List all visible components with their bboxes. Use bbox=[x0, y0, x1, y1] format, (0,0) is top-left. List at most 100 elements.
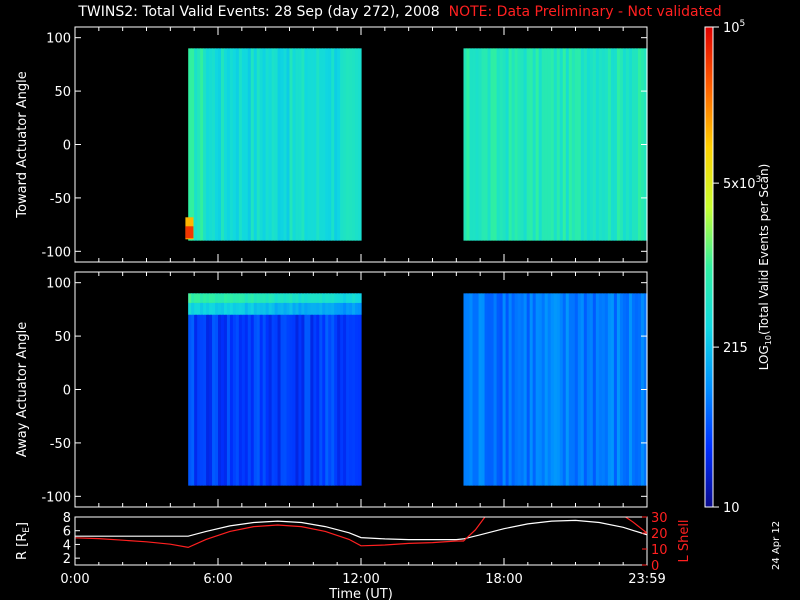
heatmap-column bbox=[553, 48, 558, 241]
heatmap-column bbox=[577, 293, 582, 486]
preliminary-note: NOTE: Data Preliminary - Not validated bbox=[448, 4, 722, 20]
heatmap-column bbox=[310, 48, 314, 241]
heatmap-band-cell bbox=[292, 293, 297, 303]
heatmap-column bbox=[220, 48, 225, 241]
heatmap-column bbox=[200, 293, 204, 486]
heatmap-column bbox=[466, 48, 471, 241]
heatmap-column bbox=[478, 293, 483, 486]
heatmap-column bbox=[358, 48, 362, 241]
heatmap-hot-cell bbox=[185, 226, 194, 239]
heatmap-band-cell bbox=[295, 293, 300, 303]
heatmap-column bbox=[469, 48, 474, 241]
heatmap-band-cell bbox=[346, 302, 350, 315]
heatmap-column bbox=[188, 293, 192, 486]
lshell-axis-label: L Shell bbox=[677, 519, 692, 562]
heatmap-column bbox=[352, 293, 356, 486]
heatmap-column bbox=[250, 48, 255, 241]
heatmap-band-cell bbox=[262, 293, 267, 303]
heatmap-band-cell bbox=[194, 293, 198, 303]
heatmap-column bbox=[502, 293, 507, 486]
heatmap-band-cell bbox=[289, 293, 294, 303]
heatmap-column bbox=[475, 293, 480, 486]
heatmap-column bbox=[493, 293, 498, 486]
heatmap-band-cell bbox=[229, 302, 234, 315]
heatmap-column bbox=[565, 293, 570, 486]
heatmap-band-cell bbox=[307, 302, 311, 315]
heatmap-band-cell bbox=[218, 302, 222, 315]
heatmap-column bbox=[613, 48, 618, 241]
colorbar-tick-label: 215 bbox=[723, 341, 748, 356]
heatmap-column bbox=[592, 293, 597, 486]
heatmap-band-cell bbox=[319, 302, 323, 315]
heatmap-column bbox=[256, 48, 261, 241]
heatmap-column bbox=[493, 48, 498, 241]
heatmap-band-cell bbox=[206, 293, 210, 303]
heatmap-column bbox=[484, 48, 489, 241]
heatmap-column bbox=[637, 293, 642, 486]
heatmap-band-cell bbox=[280, 293, 285, 303]
heatmap-column bbox=[556, 293, 561, 486]
heatmap-column bbox=[331, 48, 335, 241]
heatmap-band-cell bbox=[191, 293, 195, 303]
heatmap-column bbox=[619, 48, 624, 241]
heatmap-column bbox=[610, 293, 615, 486]
heatmap-column bbox=[505, 48, 510, 241]
heatmap-column bbox=[481, 48, 486, 241]
heatmap-column bbox=[580, 293, 585, 486]
heatmap-column bbox=[265, 293, 270, 486]
y-tick-label: 6 bbox=[63, 525, 71, 540]
heatmap-column bbox=[256, 293, 261, 486]
heatmap-band-cell bbox=[274, 302, 279, 315]
heatmap-column bbox=[625, 293, 630, 486]
heatmap-column bbox=[215, 48, 219, 241]
heatmap-column bbox=[292, 293, 297, 486]
heatmap-band-cell bbox=[244, 302, 249, 315]
heatmap-column bbox=[301, 293, 305, 486]
heatmap-segment bbox=[463, 48, 648, 241]
heatmap-column bbox=[628, 293, 633, 486]
heatmap-column bbox=[218, 48, 222, 241]
heatmap-band-cell bbox=[283, 302, 288, 315]
heatmap-column bbox=[595, 293, 600, 486]
lshell-series-line bbox=[75, 517, 486, 549]
heatmap-band-cell bbox=[247, 293, 252, 303]
heatmap-column bbox=[547, 293, 552, 486]
heatmap-band-cell bbox=[328, 302, 332, 315]
heatmap-band-cell bbox=[334, 293, 338, 303]
heatmap-band-cell bbox=[206, 302, 210, 315]
x-axis-label: Time (UT) bbox=[328, 587, 393, 600]
heatmap-band-cell bbox=[328, 293, 332, 303]
heatmap-column bbox=[331, 293, 335, 486]
y-tick-label: 4 bbox=[63, 538, 71, 553]
y-tick-label: -50 bbox=[50, 192, 71, 207]
heatmap-band-cell bbox=[343, 302, 347, 315]
heatmap-band-cell bbox=[197, 302, 201, 315]
heatmap-column bbox=[247, 48, 252, 241]
heatmap-band-cell bbox=[256, 302, 261, 315]
heatmap-column bbox=[574, 48, 579, 241]
heatmap-toward-panel: 100 50 0 -50 -100 Toward Actuator Angle bbox=[15, 26, 648, 263]
heatmap-band-cell bbox=[286, 302, 291, 315]
heatmap-column bbox=[283, 48, 288, 241]
heatmap-column bbox=[286, 48, 291, 241]
heatmap-band-cell bbox=[188, 293, 192, 303]
y-tick-label: 50 bbox=[54, 85, 71, 100]
heatmap-band-cell bbox=[241, 302, 246, 315]
heatmap-column bbox=[532, 48, 537, 241]
x-tick-label: 12:00 bbox=[342, 572, 379, 587]
heatmap-column bbox=[200, 48, 204, 241]
heatmap-column bbox=[532, 293, 537, 486]
heatmap-band-cell bbox=[337, 302, 341, 315]
heatmap-column bbox=[556, 48, 561, 241]
heatmap-band-cell bbox=[355, 302, 359, 315]
heatmap-column bbox=[589, 48, 594, 241]
heatmap-column bbox=[508, 48, 513, 241]
colorbar-label: LOG10(Total Valid Events per Scan) bbox=[757, 164, 773, 371]
heatmap-column bbox=[250, 293, 255, 486]
heatmap-band-cell bbox=[358, 302, 362, 315]
y-tick-label: 50 bbox=[54, 330, 71, 345]
heatmap-column bbox=[580, 48, 585, 241]
heatmap-band-cell bbox=[304, 293, 308, 303]
heatmap-column bbox=[304, 293, 308, 486]
heatmap-column bbox=[212, 293, 216, 486]
